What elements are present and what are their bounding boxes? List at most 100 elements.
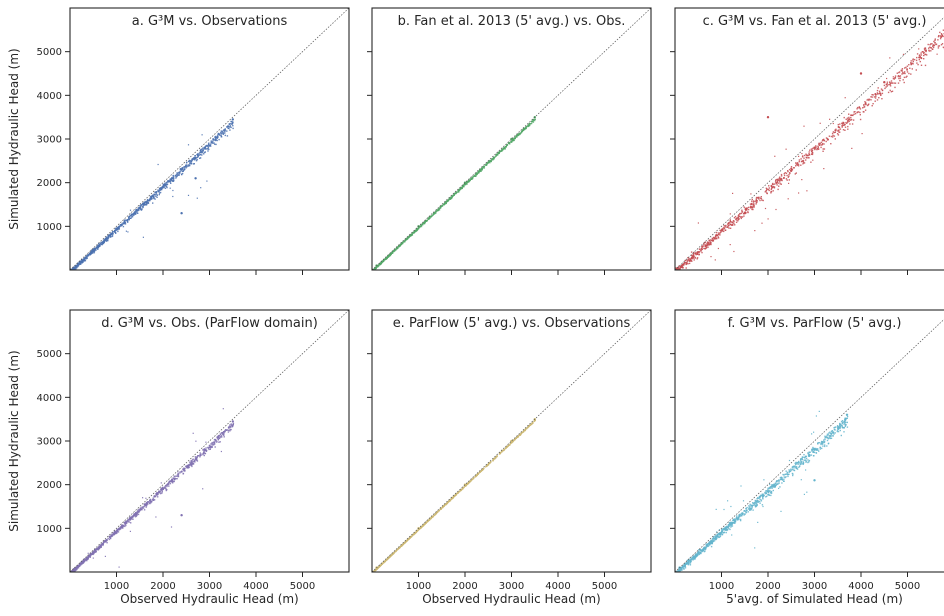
data-point [214, 443, 216, 445]
data-point [714, 235, 717, 237]
data-point [216, 137, 218, 139]
data-point [910, 63, 912, 66]
data-point [751, 202, 753, 205]
data-point [520, 132, 523, 134]
data-point [382, 260, 384, 263]
data-point [194, 456, 196, 458]
data-point [167, 181, 169, 183]
y-tick-label: 2000 [37, 480, 62, 491]
data-point [918, 55, 921, 57]
data-point [451, 195, 453, 197]
data-point [830, 143, 832, 145]
data-point [172, 174, 174, 177]
data-point [99, 243, 101, 245]
data-point [675, 267, 677, 269]
scatter-layer [70, 408, 235, 574]
data-point [127, 218, 129, 221]
data-point [377, 566, 380, 569]
outlier-point [129, 530, 131, 532]
data-point [814, 148, 816, 151]
data-point [687, 259, 689, 261]
data-point [717, 236, 719, 238]
data-point [517, 134, 520, 136]
data-point [70, 573, 71, 574]
data-point [844, 126, 847, 128]
data-point [743, 215, 745, 217]
data-point [194, 177, 197, 180]
data-point [175, 478, 177, 480]
data-point [853, 113, 855, 115]
data-point [696, 258, 698, 260]
data-point [192, 163, 195, 165]
data-point [465, 484, 468, 486]
data-point [677, 268, 679, 270]
data-point [531, 422, 533, 424]
data-point [905, 66, 907, 69]
outlier-point [157, 163, 159, 166]
outlier-point [801, 179, 803, 181]
data-point [180, 169, 182, 171]
data-point [379, 263, 381, 265]
data-point [432, 212, 435, 215]
data-point [210, 143, 212, 145]
data-point [530, 423, 533, 426]
data-point [194, 461, 196, 463]
data-point [696, 251, 699, 254]
data-point [70, 272, 71, 273]
data-point [509, 442, 512, 445]
data-point [83, 258, 86, 260]
data-point [98, 545, 100, 548]
data-point [689, 564, 692, 566]
data-point [677, 271, 678, 272]
data-point [106, 236, 108, 238]
data-point [452, 195, 454, 197]
data-point [86, 257, 88, 259]
data-point [111, 533, 113, 535]
data-point [698, 251, 701, 253]
data-point [928, 47, 930, 49]
data-point [148, 501, 150, 504]
data-point [185, 167, 187, 169]
data-point [70, 270, 71, 271]
data-point [459, 188, 462, 190]
data-point [102, 542, 104, 544]
data-point [413, 533, 415, 535]
data-point [926, 54, 928, 56]
data-point [71, 271, 72, 272]
data-point [677, 272, 678, 273]
data-point [212, 139, 214, 141]
data-point [161, 186, 164, 188]
data-point [779, 181, 781, 183]
data-point [190, 464, 193, 466]
data-point [872, 94, 874, 96]
data-point [435, 211, 437, 213]
data-point [111, 535, 114, 537]
y-tick-label: 2000 [37, 178, 62, 189]
data-point [73, 570, 75, 572]
data-point [189, 162, 191, 164]
data-point [228, 123, 231, 125]
data-point [831, 132, 834, 135]
data-point [183, 167, 185, 169]
data-point [420, 527, 422, 529]
data-point [214, 139, 216, 141]
data-point [889, 83, 891, 86]
outlier-point [89, 292, 90, 293]
data-point [939, 37, 942, 40]
data-point [219, 441, 221, 443]
data-point [400, 545, 402, 548]
data-point [435, 210, 437, 212]
data-point [863, 104, 865, 106]
data-point [409, 235, 412, 237]
data-point [220, 136, 222, 138]
data-point [185, 465, 187, 467]
data-point [495, 456, 498, 458]
data-point [836, 426, 839, 428]
data-point [227, 426, 230, 429]
data-point [717, 233, 719, 236]
data-point [698, 251, 700, 253]
data-point [152, 202, 154, 204]
data-point [90, 249, 93, 251]
data-point [147, 200, 150, 202]
data-point [227, 429, 230, 431]
